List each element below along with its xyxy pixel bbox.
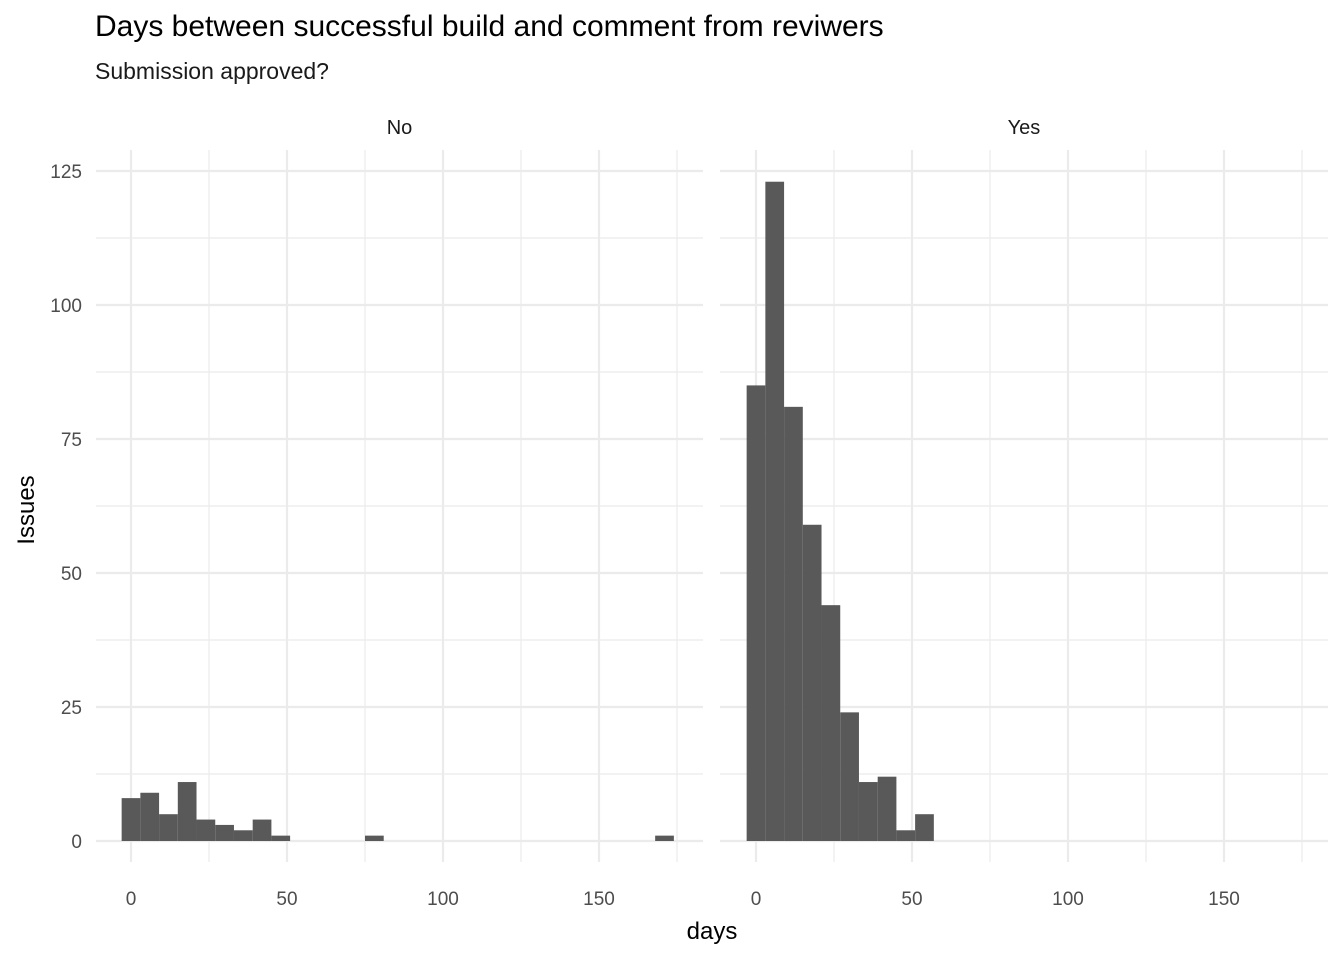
histogram-bar — [765, 181, 785, 842]
histogram-bar — [821, 605, 841, 841]
histogram-bar — [159, 814, 178, 841]
x-tick-labels-no: 0 50 100 150 — [126, 889, 615, 910]
histogram-bar — [365, 835, 384, 841]
x-tick-label: 50 — [276, 889, 297, 910]
facet-panel-no: No 0 50 100 150 — [96, 117, 703, 910]
histogram-bar — [896, 830, 916, 841]
x-tick-label: 150 — [1208, 889, 1240, 910]
x-tick-label: 100 — [1052, 889, 1084, 910]
x-tick-label: 0 — [126, 889, 137, 910]
facet-strip-label-no: No — [387, 117, 413, 139]
y-tick-label: 50 — [61, 564, 82, 585]
histogram-bar — [271, 835, 291, 841]
histogram-bar — [840, 712, 859, 841]
chart-title: Days between successful build and commen… — [95, 10, 884, 43]
histogram-bar — [746, 385, 766, 841]
y-tick-label: 0 — [71, 832, 82, 853]
y-tick-label: 25 — [61, 698, 82, 719]
histogram-bar — [858, 782, 878, 841]
histogram-bar — [215, 824, 234, 841]
histogram-bar — [784, 406, 803, 841]
facet-strip-label-yes: Yes — [1008, 117, 1041, 139]
y-tick-label: 75 — [61, 430, 82, 451]
histogram-bar — [915, 814, 934, 841]
x-tick-label: 0 — [751, 889, 762, 910]
x-tick-labels-yes: 0 50 100 150 — [751, 889, 1240, 910]
x-tick-label: 50 — [901, 889, 922, 910]
y-tick-label: 100 — [50, 296, 82, 317]
bars-yes — [746, 181, 934, 842]
histogram-bar — [802, 524, 822, 841]
histogram-bar — [196, 819, 216, 841]
facet-panel-yes: Yes 0 50 100 150 — [720, 117, 1328, 910]
histogram-bar — [121, 798, 141, 841]
y-tick-label: 125 — [50, 162, 82, 183]
x-axis-title: days — [687, 918, 738, 945]
bars-no — [121, 782, 674, 841]
histogram-bar — [877, 776, 897, 841]
histogram-bar — [655, 835, 674, 841]
histogram-bar — [252, 819, 272, 841]
x-tick-label: 100 — [427, 889, 459, 910]
histogram-bar — [233, 830, 253, 841]
chart-subtitle: Submission approved? — [95, 58, 329, 84]
y-tick-labels: 0 25 50 75 100 125 — [50, 162, 82, 853]
histogram-bar — [140, 792, 160, 841]
y-axis-title: Issues — [13, 475, 40, 544]
histogram-bar — [177, 782, 197, 841]
x-tick-label: 150 — [583, 889, 615, 910]
gridlines-no — [96, 150, 703, 862]
